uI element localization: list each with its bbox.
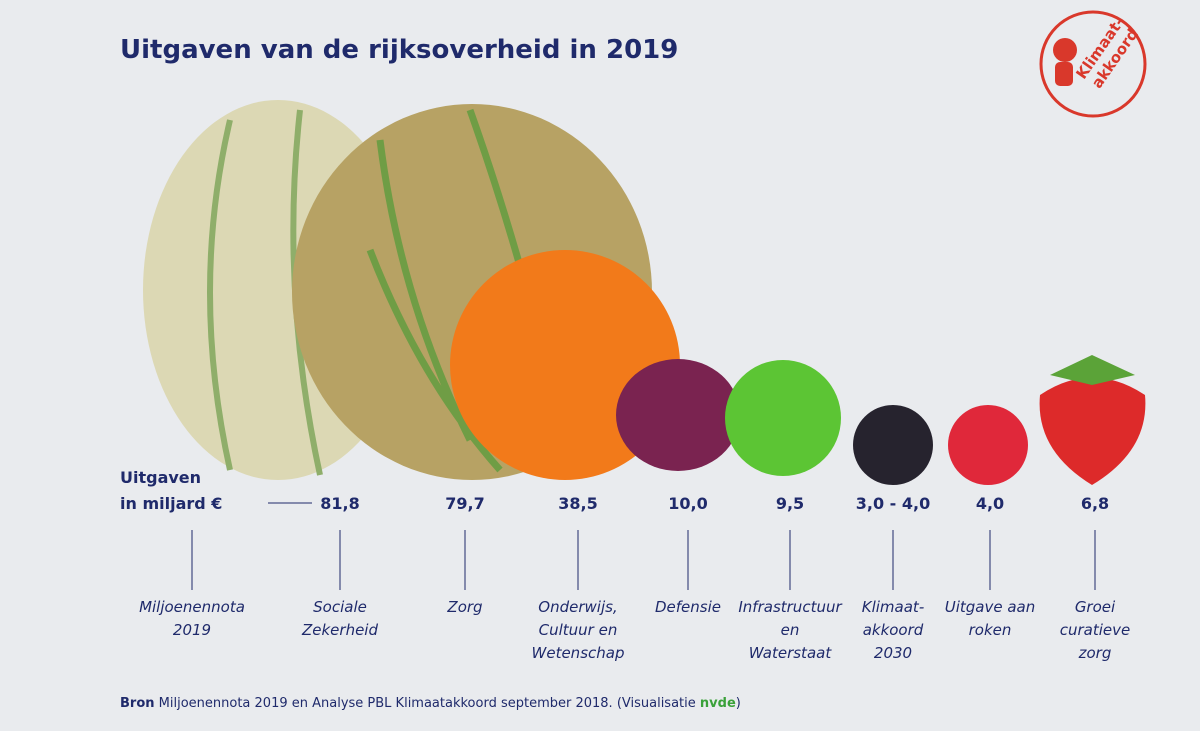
column-label: en [781,621,800,639]
column-label: curatieve [1060,621,1131,639]
value: 38,5 [558,494,597,513]
fruits [143,100,1146,485]
column-label: Klimaat- [862,598,924,616]
logo-ring [1039,10,1147,118]
column-label: zorg [1078,644,1112,662]
value: 6,8 [1081,494,1109,513]
logo-figure [1055,62,1073,86]
column-label: 2030 [874,644,912,662]
column-label: Sociale [313,598,367,616]
source-close: ) [736,696,741,711]
value: 9,5 [776,494,804,513]
column-label: Groei [1075,598,1116,616]
value: 81,8 [320,494,359,513]
column-label: Cultuur en [539,621,618,639]
strawberry [1039,377,1146,485]
column-label: Infrastructuur [738,598,842,616]
blackberry [853,405,933,485]
row-label: in miljard € [120,494,222,513]
strawberry-leaves [1050,355,1135,385]
column-label: Onderwijs, [538,598,617,616]
logo-figure [1053,38,1077,62]
source-bold: Bron [120,696,155,711]
column-label: 2019 [173,621,211,639]
column-label: Zorg [446,598,482,616]
source-brand: nvde [700,696,736,711]
column-label: Wetenschap [532,644,625,662]
raspberry [948,405,1028,485]
column-label: Defensie [655,598,721,616]
column-label: roken [969,621,1012,639]
source: Bron Miljoenennota 2019 en Analyse PBL K… [120,696,741,711]
plum [616,359,740,471]
row-label: Uitgaven [120,468,201,487]
column-label: Waterstaat [749,644,833,662]
title: Uitgaven van de rijksoverheid in 2019 [120,35,678,65]
columns: 81,8 Sociale Zekerheid 79,7 Zorg 38,5 Onderwij… [301,494,1130,662]
value: 3,0 - 4,0 [856,494,930,513]
value: 10,0 [668,494,707,513]
value: 79,7 [445,494,484,513]
column-label: Miljoenennota [139,598,245,616]
value: 4,0 [976,494,1004,513]
column-label: akkoord [863,621,924,639]
lime [725,360,841,476]
column-label: Uitgave aan [945,598,1036,616]
source-text: Miljoenennota 2019 en Analyse PBL Klimaa… [159,696,696,711]
column-label: Zekerheid [301,621,378,639]
